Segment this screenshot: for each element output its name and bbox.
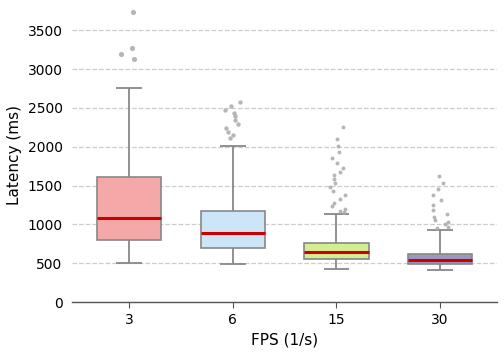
Bar	[97, 177, 161, 240]
Point	[435, 173, 443, 179]
Point	[339, 124, 347, 129]
Point	[328, 155, 336, 160]
Bar	[304, 243, 368, 259]
Point	[331, 181, 339, 186]
Point	[429, 207, 437, 212]
Point	[336, 169, 344, 175]
Point	[130, 9, 138, 15]
Point	[225, 135, 233, 141]
Point	[443, 211, 451, 216]
Point	[341, 192, 349, 198]
Point	[429, 202, 437, 208]
Y-axis label: Latency (ms): Latency (ms)	[7, 104, 22, 205]
Point	[229, 133, 237, 138]
Point	[330, 200, 338, 206]
Point	[221, 107, 229, 113]
Point	[440, 222, 449, 227]
Point	[341, 206, 349, 212]
Point	[230, 110, 238, 116]
Point	[236, 99, 244, 105]
Point	[333, 160, 341, 166]
Point	[340, 210, 348, 215]
Point	[231, 114, 239, 119]
Point	[330, 188, 338, 194]
Point	[226, 103, 234, 109]
Point	[334, 143, 342, 149]
Point	[328, 203, 336, 209]
Point	[336, 208, 344, 214]
Point	[231, 117, 239, 123]
Point	[333, 136, 341, 142]
Point	[330, 177, 338, 182]
Point	[432, 225, 440, 231]
Point	[130, 56, 138, 62]
Point	[429, 192, 437, 198]
Point	[234, 121, 242, 127]
X-axis label: FPS (1/s): FPS (1/s)	[251, 332, 318, 347]
Point	[439, 181, 447, 186]
Point	[434, 187, 442, 192]
Point	[430, 214, 438, 219]
Point	[444, 224, 452, 230]
Point	[444, 219, 452, 225]
Point	[335, 149, 343, 155]
Point	[431, 217, 439, 223]
Point	[437, 198, 445, 203]
Bar	[201, 211, 265, 248]
Point	[224, 129, 232, 135]
Point	[128, 45, 136, 51]
Point	[117, 51, 125, 57]
Point	[339, 165, 347, 171]
Point	[337, 196, 345, 202]
Point	[327, 184, 335, 190]
Point	[330, 173, 338, 178]
Point	[222, 125, 230, 131]
Bar	[408, 254, 472, 264]
